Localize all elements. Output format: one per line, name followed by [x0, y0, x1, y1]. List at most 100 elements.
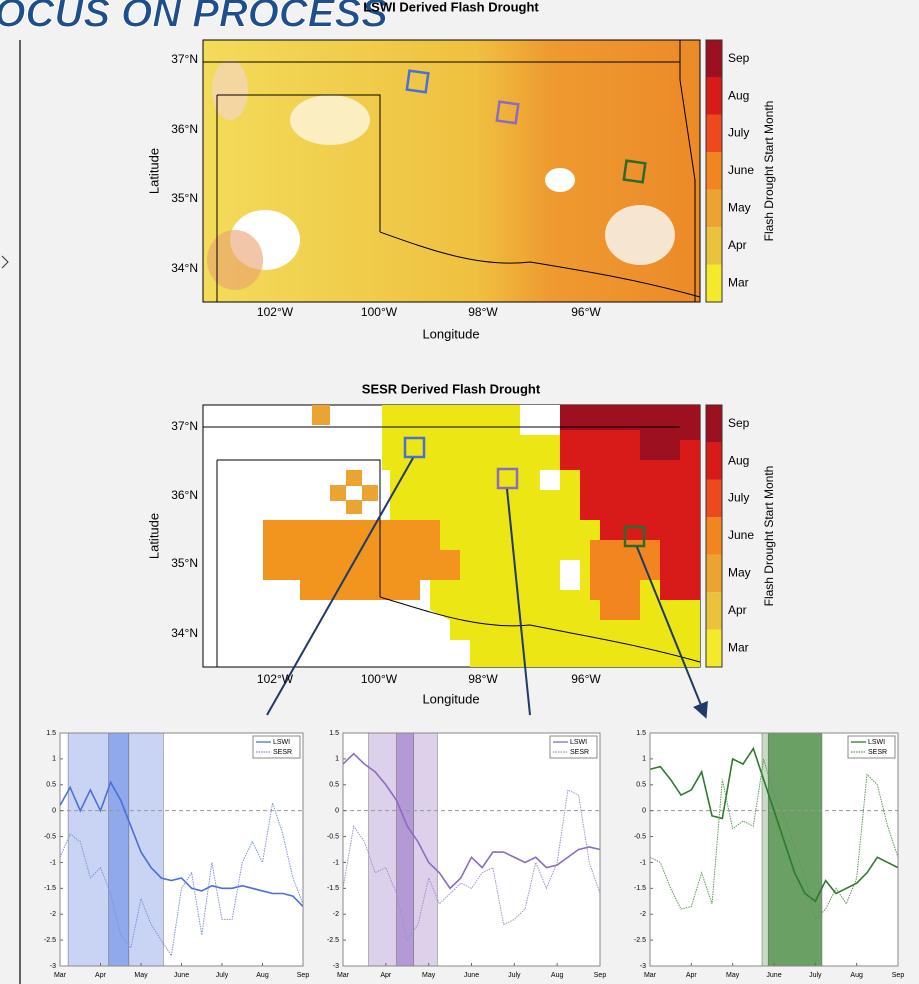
- series-line: [342, 789, 601, 942]
- drought-span: [761, 732, 769, 967]
- x-tick-label: Aug: [551, 972, 564, 979]
- colorbar-segment: [706, 77, 722, 115]
- x-tick-label: May: [134, 972, 148, 979]
- x-tick-label: July: [508, 972, 521, 979]
- x-tick-label: May: [422, 972, 436, 979]
- y-tick-label: 0: [335, 808, 339, 815]
- y-tick-label: -1.5: [327, 885, 339, 892]
- colorbar-segment: [706, 517, 722, 555]
- legend-label: SESR: [273, 749, 292, 756]
- colorbar-segment: [706, 442, 722, 480]
- colorbar-tick-label: May: [728, 566, 751, 580]
- plot-frame: [649, 732, 899, 967]
- colorbar-label: Flash Drought Start Month: [762, 466, 776, 607]
- y-tick-label: 0: [52, 808, 56, 815]
- x-tick-label: Aug: [850, 972, 863, 979]
- map-title: LSWI Derived Flash Drought: [363, 0, 539, 14]
- colorbar-segment: [706, 264, 722, 302]
- lat-tick-label: 35°N: [171, 191, 198, 205]
- colorbar-segment: [706, 114, 722, 153]
- x-tick-label: Sep: [892, 972, 905, 979]
- drought-span: [767, 732, 823, 967]
- y-tick-label: -3: [50, 963, 56, 970]
- y-tick-label: -2: [333, 911, 339, 918]
- x-tick-label: Mar: [54, 972, 67, 979]
- map-lswi: [202, 39, 701, 303]
- y-tick-label: 1.5: [46, 730, 56, 737]
- y-tick-label: 1: [642, 756, 646, 763]
- x-tick-label: Apr: [95, 972, 107, 979]
- y-tick-label: -3: [640, 963, 646, 970]
- colorbar-segment: [706, 629, 722, 667]
- map-sesr: [202, 404, 705, 715]
- y-tick-label: 0.5: [46, 782, 56, 789]
- y-tick-label: -1: [640, 859, 646, 866]
- colorbar-tick-label: Sep: [728, 51, 750, 65]
- slide-title: FOCUS ON PROCESS: [0, 0, 388, 36]
- colorbar-frame: [705, 404, 723, 668]
- y-tick-label: -2.5: [44, 937, 56, 944]
- lat-tick-label: 37°N: [171, 419, 198, 433]
- lat-tick-label: 37°N: [171, 52, 198, 66]
- colorbar-tick-label: July: [728, 491, 749, 505]
- x-tick-label: May: [726, 972, 740, 979]
- colorbar-tick-label: May: [728, 201, 751, 215]
- y-tick-label: -2.5: [634, 937, 646, 944]
- y-tick-label: -1.5: [634, 885, 646, 892]
- colorbar-segment: [706, 189, 722, 228]
- legend-label: LSWI: [868, 739, 885, 746]
- lon-tick-label: 100°W: [361, 305, 398, 319]
- y-tick-label: -3: [333, 963, 339, 970]
- colorbar-tick-label: June: [728, 163, 754, 177]
- colorbar-segment: [706, 227, 722, 265]
- x-tick-label: June: [464, 972, 479, 979]
- plot-frame: [59, 732, 304, 967]
- x-tick-label: Apr: [380, 972, 392, 979]
- y-tick-label: -1: [333, 859, 339, 866]
- lat-tick-label: 36°N: [171, 488, 198, 502]
- x-tick-label: June: [174, 972, 189, 979]
- series-line: [649, 758, 899, 921]
- y-tick-label: -0.5: [44, 833, 56, 840]
- lon-tick-label: 96°W: [571, 305, 601, 319]
- y-axis-label: Latitude: [146, 513, 161, 559]
- colorbar-segment: [706, 152, 722, 190]
- map-title: SESR Derived Flash Drought: [362, 381, 541, 396]
- lat-tick-label: 34°N: [171, 261, 198, 275]
- colorbar-segment: [706, 592, 722, 630]
- colorbar-tick-label: Apr: [728, 238, 747, 252]
- x-tick-label: June: [766, 972, 781, 979]
- colorbar-frame: [705, 39, 723, 303]
- y-tick-label: -2: [640, 911, 646, 918]
- x-tick-label: Sep: [297, 972, 310, 979]
- colorbar-tick-label: June: [728, 528, 754, 542]
- lon-tick-label: 102°W: [257, 672, 294, 686]
- plot-frame: [342, 732, 601, 967]
- colorbar-tick-label: Sep: [728, 416, 750, 430]
- legend-label: SESR: [570, 749, 589, 756]
- legend-label: SESR: [868, 749, 887, 756]
- lon-tick-label: 96°W: [571, 672, 601, 686]
- series-line: [59, 780, 304, 908]
- colorbar-segment: [706, 40, 722, 78]
- y-tick-label: 0.5: [636, 782, 646, 789]
- lon-tick-label: 100°W: [361, 672, 398, 686]
- y-tick-label: 1: [52, 756, 56, 763]
- colorbar-segment: [706, 405, 722, 443]
- x-axis-label: Longitude: [422, 326, 479, 341]
- x-tick-label: Sep: [594, 972, 607, 979]
- x-tick-label: Apr: [686, 972, 698, 979]
- y-tick-label: -0.5: [327, 833, 339, 840]
- x-tick-label: July: [216, 972, 229, 979]
- lon-tick-label: 102°W: [257, 305, 294, 319]
- lon-tick-label: 98°W: [468, 672, 498, 686]
- series-line: [649, 746, 899, 903]
- y-tick-label: -1: [50, 859, 56, 866]
- colorbar-tick-label: July: [728, 126, 749, 140]
- series-line: [59, 802, 304, 958]
- colorbar-label: Flash Drought Start Month: [762, 101, 776, 242]
- colorbar-tick-label: Aug: [728, 88, 749, 102]
- colorbar-segment: [706, 479, 722, 518]
